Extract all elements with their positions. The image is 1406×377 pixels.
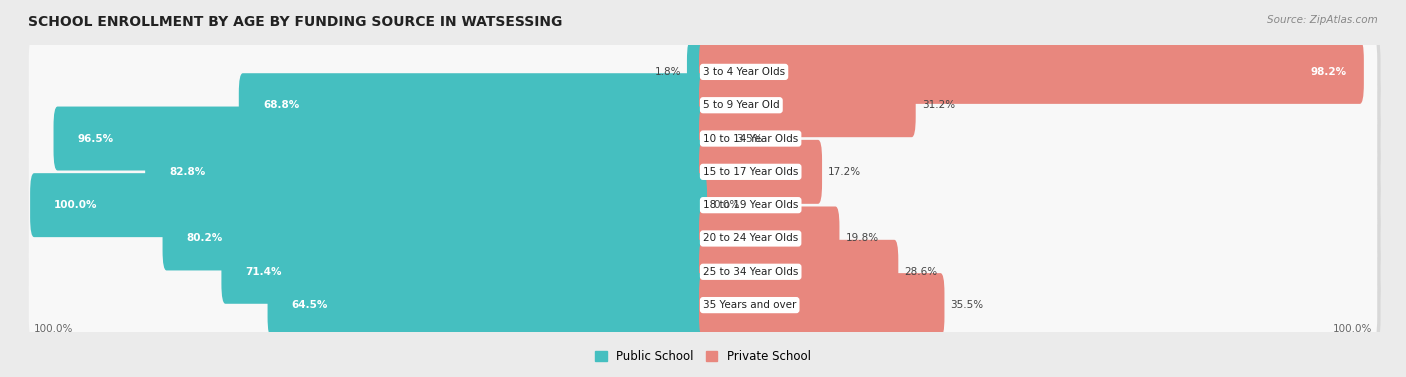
FancyBboxPatch shape [28,167,1378,244]
Text: 100.0%: 100.0% [34,324,73,334]
Text: 1.8%: 1.8% [654,67,681,77]
FancyBboxPatch shape [699,140,823,204]
Text: 18 to 19 Year Olds: 18 to 19 Year Olds [703,200,799,210]
Text: 100.0%: 100.0% [55,200,97,210]
FancyBboxPatch shape [145,140,707,204]
Legend: Public School, Private School: Public School, Private School [595,350,811,363]
FancyBboxPatch shape [32,268,1381,345]
FancyBboxPatch shape [163,207,707,270]
Text: 96.5%: 96.5% [77,133,114,144]
FancyBboxPatch shape [28,33,1378,110]
FancyBboxPatch shape [267,273,707,337]
FancyBboxPatch shape [699,240,898,304]
Text: 35.5%: 35.5% [950,300,984,310]
Text: 28.6%: 28.6% [904,267,938,277]
FancyBboxPatch shape [699,207,839,270]
Text: 68.8%: 68.8% [263,100,299,110]
FancyBboxPatch shape [53,107,707,170]
FancyBboxPatch shape [32,201,1381,279]
Text: 100.0%: 100.0% [1333,324,1372,334]
Text: Source: ZipAtlas.com: Source: ZipAtlas.com [1267,15,1378,25]
Text: 15 to 17 Year Olds: 15 to 17 Year Olds [703,167,799,177]
FancyBboxPatch shape [32,101,1381,178]
Text: 10 to 14 Year Olds: 10 to 14 Year Olds [703,133,799,144]
Text: 82.8%: 82.8% [169,167,205,177]
Text: 0.0%: 0.0% [713,200,740,210]
Text: 3.5%: 3.5% [737,133,763,144]
FancyBboxPatch shape [699,73,915,137]
Text: 31.2%: 31.2% [922,100,955,110]
FancyBboxPatch shape [699,273,945,337]
FancyBboxPatch shape [32,135,1381,212]
FancyBboxPatch shape [688,40,707,104]
FancyBboxPatch shape [221,240,707,304]
Text: 35 Years and over: 35 Years and over [703,300,796,310]
Text: SCHOOL ENROLLMENT BY AGE BY FUNDING SOURCE IN WATSESSING: SCHOOL ENROLLMENT BY AGE BY FUNDING SOUR… [28,15,562,29]
Text: 64.5%: 64.5% [291,300,328,310]
Text: 80.2%: 80.2% [187,233,224,244]
FancyBboxPatch shape [28,133,1378,210]
FancyBboxPatch shape [28,200,1378,277]
Text: 19.8%: 19.8% [845,233,879,244]
FancyBboxPatch shape [28,233,1378,310]
Text: 20 to 24 Year Olds: 20 to 24 Year Olds [703,233,799,244]
Text: 5 to 9 Year Old: 5 to 9 Year Old [703,100,779,110]
Text: 71.4%: 71.4% [246,267,283,277]
FancyBboxPatch shape [32,68,1381,145]
FancyBboxPatch shape [32,168,1381,245]
FancyBboxPatch shape [699,107,731,170]
Text: 17.2%: 17.2% [828,167,862,177]
FancyBboxPatch shape [28,267,1378,344]
FancyBboxPatch shape [30,173,707,237]
FancyBboxPatch shape [239,73,707,137]
Text: 25 to 34 Year Olds: 25 to 34 Year Olds [703,267,799,277]
Text: 3 to 4 Year Olds: 3 to 4 Year Olds [703,67,785,77]
Text: 98.2%: 98.2% [1310,67,1347,77]
FancyBboxPatch shape [28,67,1378,144]
FancyBboxPatch shape [32,35,1381,112]
FancyBboxPatch shape [32,234,1381,312]
FancyBboxPatch shape [28,100,1378,177]
FancyBboxPatch shape [699,40,1364,104]
